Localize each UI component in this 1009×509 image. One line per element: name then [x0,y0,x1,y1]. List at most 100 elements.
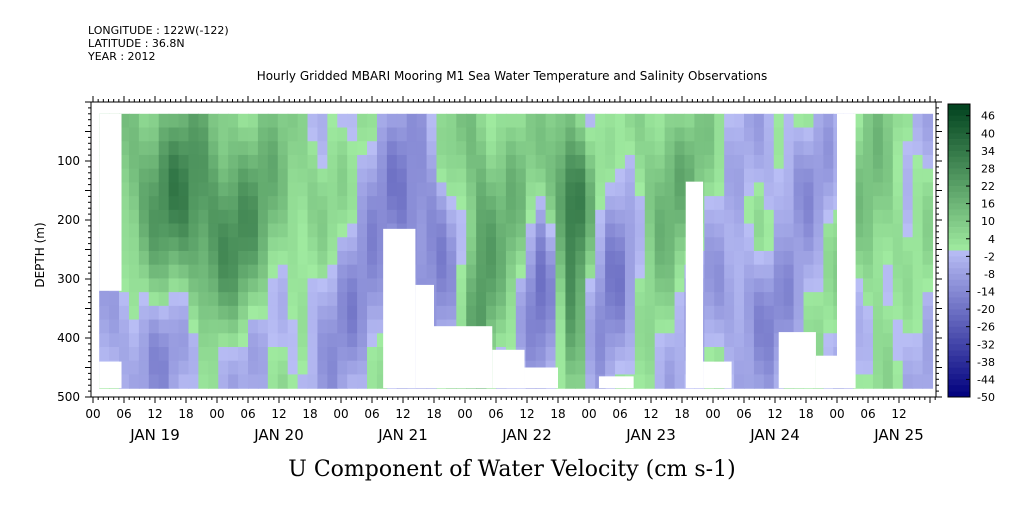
heatmap-cell [585,264,596,280]
heatmap-cell [188,347,199,362]
missing-data-region [99,361,122,389]
heatmap-cell [744,264,755,280]
heatmap-cell [585,196,596,211]
heatmap-cell [793,182,805,197]
heatmap-cell [496,292,507,307]
x-hour-tick-label: 06 [364,407,379,421]
colorbar-band [948,361,970,368]
heatmap-cell [327,374,338,389]
heatmap-cell [892,292,904,307]
heatmap-cell [446,292,457,307]
x-hour-tick-label: 06 [736,407,751,421]
heatmap-cell [853,113,864,129]
heatmap-cell [138,182,150,197]
heatmap-cell [545,305,557,321]
heatmap-cell [267,250,279,266]
heatmap-cell [912,319,924,334]
heatmap-cell [218,209,229,225]
heatmap-cell [763,305,775,321]
heatmap-cell [734,333,745,348]
heatmap-cell [119,127,130,142]
heatmap-cell [714,223,725,238]
heatmap-cell [327,113,338,129]
heatmap-cell [317,347,328,362]
heatmap-cell [347,347,358,362]
heatmap-cell [148,223,160,238]
heatmap-cell [813,168,824,183]
colorbar-band [948,145,970,152]
heatmap-cell [565,305,576,321]
heatmap-cell [872,168,884,183]
heatmap-cell [267,237,279,252]
heatmap-cell [545,250,557,266]
heatmap-cell [535,237,547,252]
heatmap-cell [922,127,934,142]
heatmap-cell [406,127,418,142]
heatmap-cell [476,278,487,293]
heatmap-cell [228,182,239,197]
heatmap-cell [823,305,834,321]
heatmap-cell [744,154,755,170]
heatmap-cell [327,360,338,376]
heatmap-cell [803,154,815,170]
colorbar-band [948,350,970,357]
heatmap-cell [595,209,606,225]
heatmap-cell [813,113,824,129]
heatmap-cell [198,250,209,266]
colorbar-band [948,256,970,263]
heatmap-cell [882,374,894,389]
heatmap-cell [238,333,249,348]
heatmap-cell [307,223,319,238]
heatmap-cell [595,360,606,376]
heatmap-cell [863,196,874,211]
heatmap-cell [575,127,586,142]
missing-data-region [815,355,837,389]
heatmap-cell [714,113,725,129]
heatmap-cell [922,168,934,183]
heatmap-cell [486,305,497,321]
heatmap-cell [228,374,239,389]
heatmap-cell [367,168,378,183]
heatmap-cell [753,319,765,334]
heatmap-cell [912,182,924,197]
heatmap-cell [634,127,646,142]
heatmap-cell [555,223,567,238]
heatmap-cell [783,113,795,129]
heatmap-cell [267,347,279,362]
heatmap-cell [367,141,378,156]
heatmap-cell [803,113,815,129]
heatmap-cell [624,305,636,321]
heatmap-cell [188,292,199,307]
heatmap-cell [317,209,328,225]
heatmap-cell [496,196,507,211]
heatmap-cell [555,154,567,170]
heatmap-cell [734,141,745,156]
heatmap-cell [734,196,745,211]
heatmap-cell [892,182,904,197]
heatmap-cell [208,113,219,129]
heatmap-cell [446,223,457,238]
heatmap-cell [902,250,914,266]
heatmap-cell [277,347,289,362]
heatmap-cell [456,168,467,183]
heatmap-cell [496,168,507,183]
heatmap-cell [902,196,914,211]
heatmap-cell [585,292,596,307]
heatmap-cell [327,196,338,211]
heatmap-cell [158,113,170,129]
heatmap-cell [882,168,894,183]
x-hour-tick-label: 06 [116,407,131,421]
heatmap-cell [496,154,507,170]
heatmap-cell [357,113,368,129]
x-hour-tick-label: 18 [302,407,317,421]
heatmap-cell [257,319,269,334]
heatmap-cell [466,278,477,293]
heatmap-cell [357,154,368,170]
x-day-label: JAN 24 [749,426,800,444]
heatmap-cell [515,305,527,321]
heatmap-cell [297,196,309,211]
heatmap-cell [367,237,378,252]
heatmap-cell [674,196,686,211]
heatmap-cell [287,333,299,348]
heatmap-cell [714,168,725,183]
